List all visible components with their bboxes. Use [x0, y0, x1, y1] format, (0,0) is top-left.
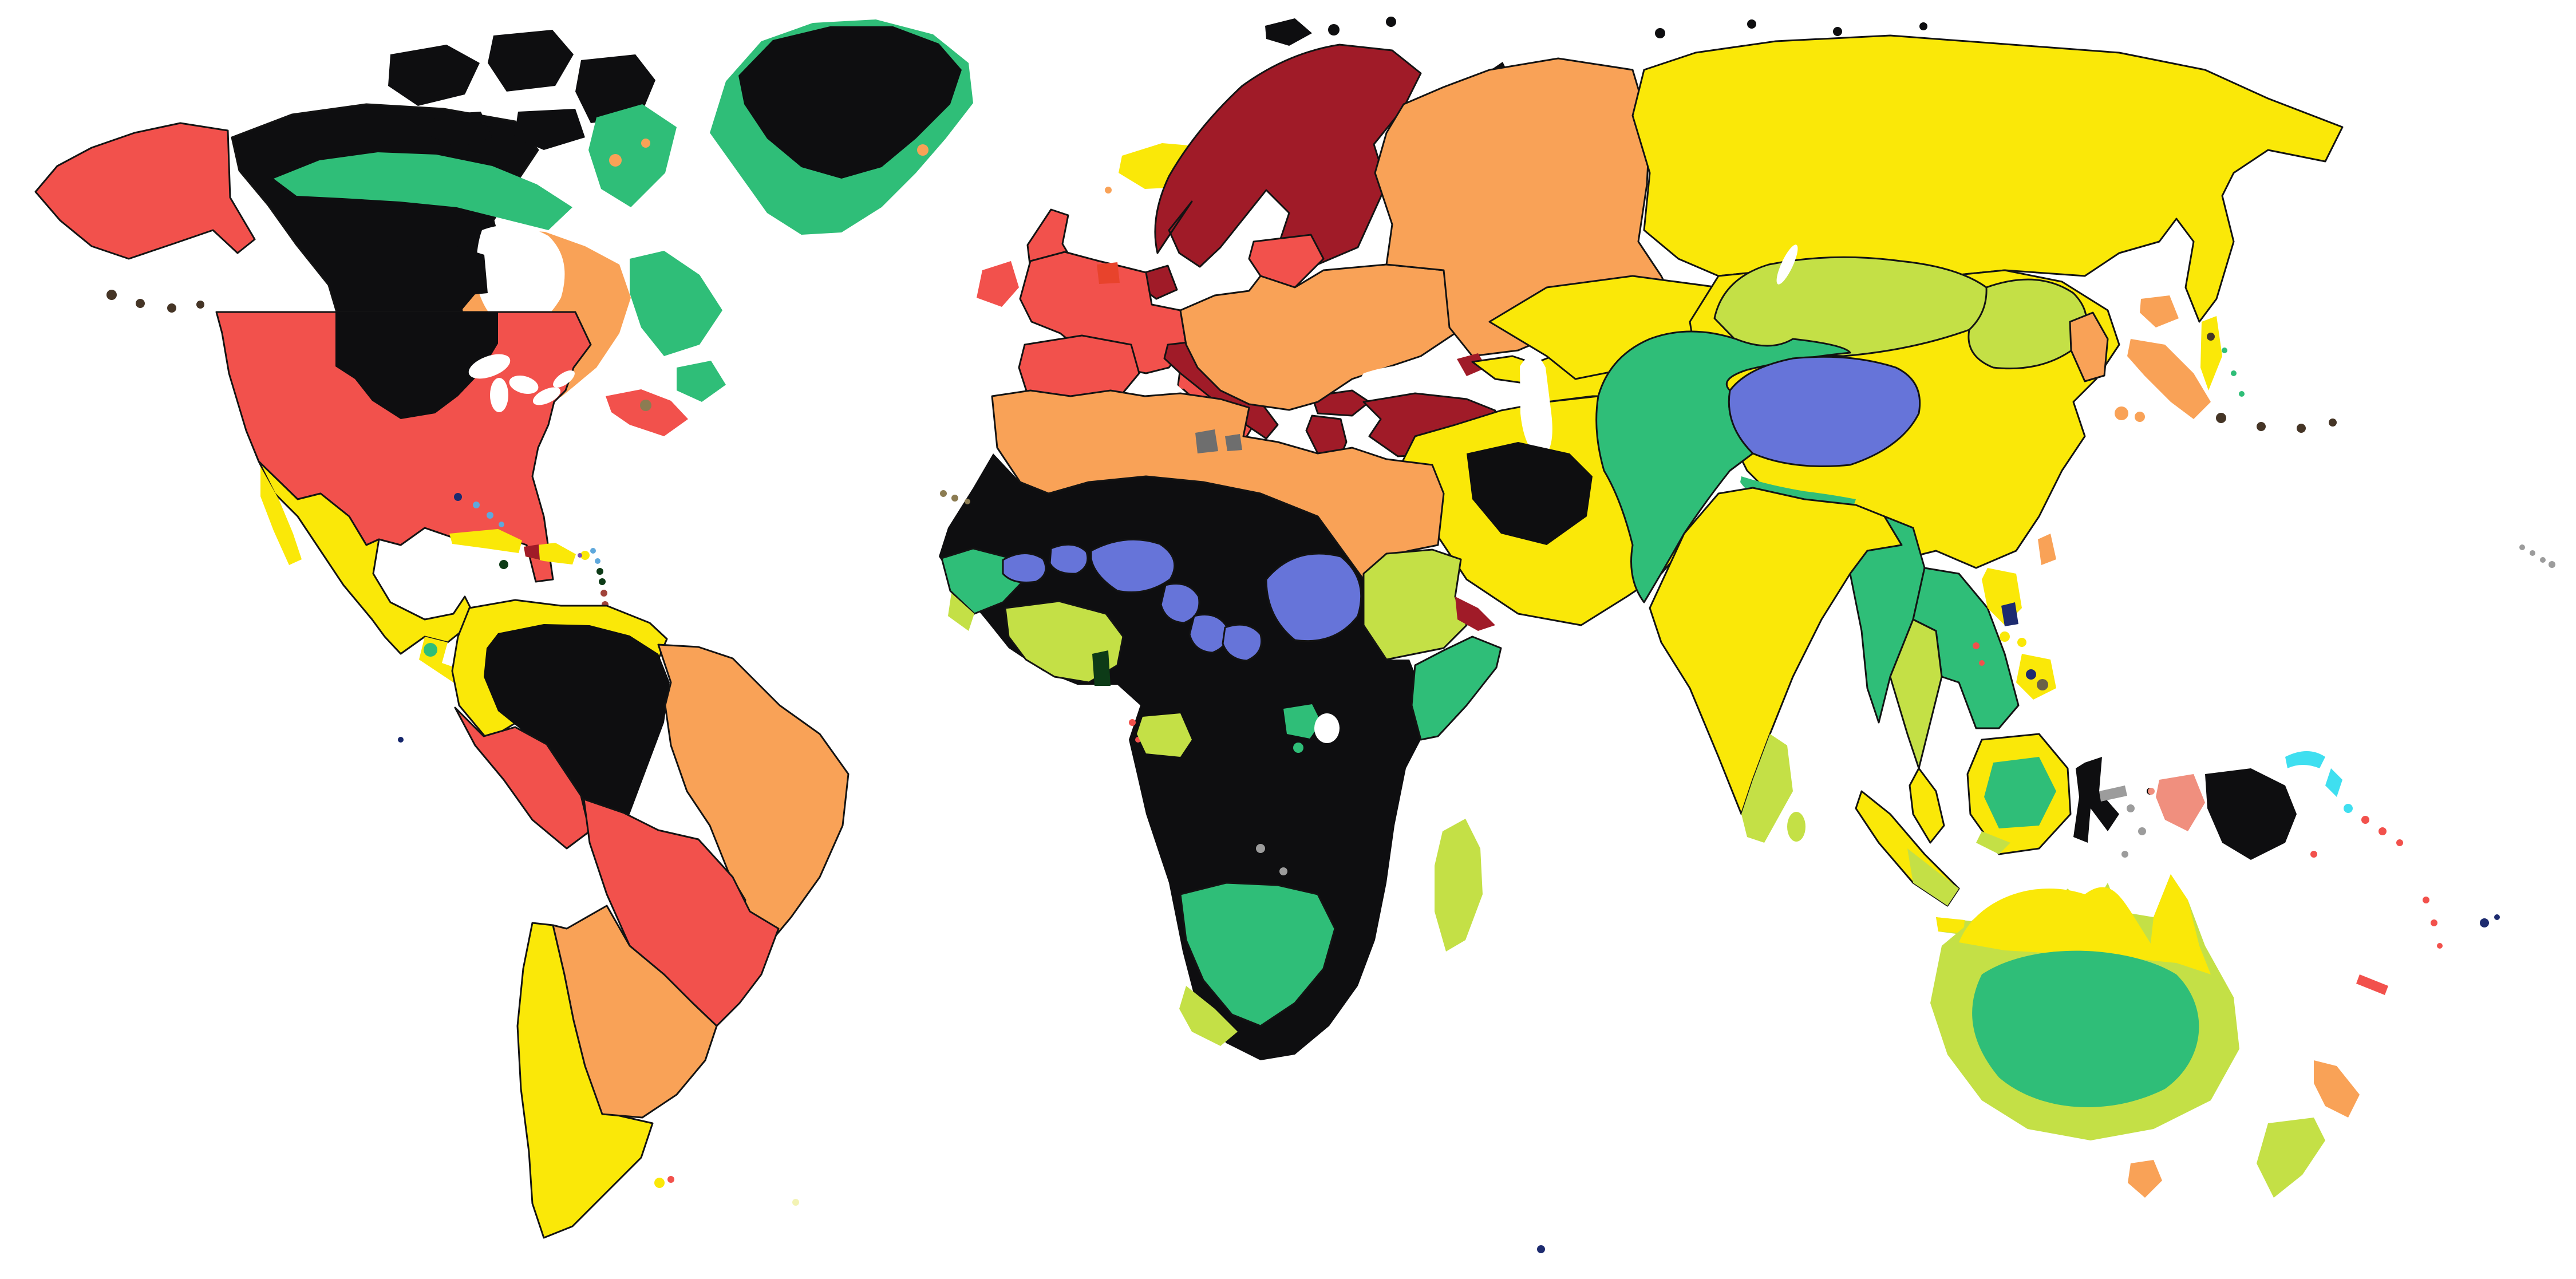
region-sulawesi: [2073, 757, 2119, 843]
arctic-small-orange: [609, 154, 622, 167]
region-bolivia-paraguay-sbrazil: [583, 798, 780, 1027]
region-horn-of-africa: [1411, 635, 1502, 741]
region-ireland: [977, 261, 1019, 307]
guatemala-patch: [424, 643, 437, 657]
sulawesi-gray-arm: [2099, 785, 2127, 802]
region-north-africa-coast: [991, 389, 1445, 581]
region-southern-africa-green: [1179, 882, 1336, 1027]
region-cuba: [449, 529, 522, 553]
region-east-europe: [1179, 263, 1468, 411]
region-crimea: [1457, 353, 1487, 376]
arctic-small-orange-2: [641, 139, 650, 148]
aleutian-islands: [106, 290, 2337, 433]
greenland-orange-patch: [917, 144, 929, 156]
lake-victoria: [1314, 713, 1340, 743]
java-west-patch: [1936, 917, 1965, 933]
puerto-rico: [580, 551, 590, 560]
region-alaska: [34, 122, 256, 260]
rwanda-burundi: [1293, 743, 1303, 753]
arctic-archipelago: [388, 30, 655, 150]
vanuatu: [2423, 897, 2443, 949]
region-maritimes: [606, 389, 688, 436]
philippines: [1973, 568, 2056, 700]
pei-patch: [640, 400, 651, 411]
region-scandinavia: [1154, 44, 1422, 268]
falklands-yellow: [654, 1178, 665, 1188]
region-madagascar: [1435, 819, 1483, 952]
canary-islands: [940, 490, 970, 504]
region-usa-upper-midwest: [335, 312, 498, 419]
region-sierra-leone-coast: [948, 593, 974, 631]
region-canada-taiga-band: [274, 152, 572, 230]
region-baffin-island: [588, 104, 677, 207]
algeria-gray-patches: [1195, 429, 1242, 453]
sahel-blue-band: [1002, 538, 1362, 662]
region-tasmania: [2128, 1160, 2162, 1198]
region-sudan: [1362, 548, 1468, 661]
caspian-sea: [1520, 355, 1552, 459]
haiti-tip: [524, 544, 540, 560]
region-netherlands-patch: [1097, 262, 1120, 284]
south-georgia: [792, 1199, 799, 1206]
region-taiwan: [2038, 534, 2056, 565]
shetland-islands: [1105, 187, 1112, 194]
zambia-gray-spots: [1256, 844, 1287, 875]
region-japan-hokkaido: [2140, 295, 2179, 327]
kerguelen: [1537, 1245, 1545, 1253]
sakhalin-patch: [2207, 333, 2215, 341]
falklands-red: [667, 1176, 674, 1183]
great-lakes: [468, 354, 575, 412]
region-west-papua: [2156, 774, 2205, 831]
region-borneo-center: [1984, 757, 2056, 828]
region-western-cape: [1179, 986, 1238, 1046]
region-australia-north: [1959, 874, 2211, 974]
sri-lanka: [1787, 812, 1805, 842]
region-japan-honshu: [2127, 339, 2211, 419]
japan-kyushu: [2115, 406, 2128, 420]
region-malay-peninsula: [1909, 767, 1945, 844]
region-nz-north-island: [2314, 1060, 2360, 1118]
region-angola-coast: [1137, 713, 1192, 757]
region-baja-california: [260, 467, 302, 565]
region-sakhalin: [2200, 316, 2222, 390]
region-nz-south-island: [2257, 1118, 2325, 1198]
corsica: [1179, 381, 1187, 389]
region-sumatra-south: [1907, 848, 1959, 906]
region-benin-strip: [1092, 650, 1111, 686]
region-borneo-south: [1976, 831, 2010, 854]
maluku-islands: [2121, 788, 2155, 858]
solomon-islands: [2310, 816, 2403, 858]
region-newfoundland: [677, 361, 726, 402]
region-tibet: [1728, 356, 1921, 467]
region-papua-new-guinea: [2205, 768, 2297, 860]
bahamas: [454, 493, 504, 527]
region-australia-center: [1972, 950, 2199, 1108]
hudson-bay: [476, 225, 565, 333]
lake-baikal: [1776, 244, 1798, 285]
region-myanmar: [1849, 515, 1926, 724]
new-caledonia: [2356, 974, 2388, 995]
region-inner-mongolia: [1967, 278, 2088, 370]
hawaii: [2519, 544, 2555, 568]
jamaica: [499, 560, 508, 569]
region-labrador: [630, 251, 722, 356]
bismarck-archipelago: [2285, 751, 2353, 813]
fiji: [2480, 914, 2500, 927]
region-korea: [2069, 311, 2109, 382]
region-eritrea-strip: [1455, 597, 1495, 631]
region-argentina: [552, 905, 718, 1119]
region-james-bay-west-patch: [457, 246, 488, 295]
region-uganda-rwanda: [1283, 704, 1321, 739]
galapagos: [398, 737, 404, 743]
region-greenland-icecap: [738, 26, 962, 179]
japan-shikoku: [2135, 412, 2145, 422]
puerto-rico-west-tip: [578, 553, 582, 558]
region-south-india: [1741, 734, 1793, 843]
kuril-islands: [2222, 348, 2245, 397]
region-amazon-basin: [484, 624, 670, 848]
region-arabia-desert: [1467, 442, 1593, 545]
region-thailand: [1889, 618, 1943, 769]
